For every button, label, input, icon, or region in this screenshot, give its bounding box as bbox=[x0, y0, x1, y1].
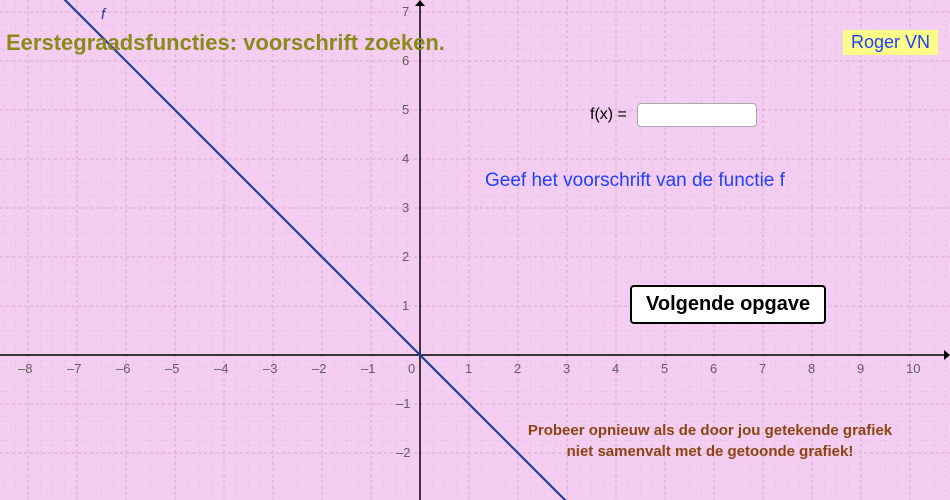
tick-x: 8 bbox=[808, 361, 815, 376]
tick-x: –6 bbox=[116, 361, 130, 376]
tick-x: –4 bbox=[214, 361, 228, 376]
tick-x-0: 0 bbox=[408, 361, 415, 376]
tick-x: –5 bbox=[165, 361, 179, 376]
tick-y: 5 bbox=[402, 102, 409, 117]
tick-x: 6 bbox=[710, 361, 717, 376]
tick-y: 4 bbox=[402, 151, 409, 166]
tick-y: 7 bbox=[402, 4, 409, 19]
tick-x: 5 bbox=[661, 361, 668, 376]
retry-message: Probeer opnieuw als de door jou getekend… bbox=[490, 420, 930, 462]
tick-x: –2 bbox=[312, 361, 326, 376]
tick-x: 3 bbox=[563, 361, 570, 376]
instruction-text: Geef het voorschrift van de functie f bbox=[485, 170, 785, 192]
tick-x: 7 bbox=[759, 361, 766, 376]
tick-y: 6 bbox=[402, 53, 409, 68]
tick-y: 1 bbox=[402, 298, 409, 313]
tick-x: 2 bbox=[514, 361, 521, 376]
tick-x: 4 bbox=[612, 361, 619, 376]
fx-input[interactable] bbox=[637, 103, 757, 127]
tick-x: –8 bbox=[18, 361, 32, 376]
tick-x: –7 bbox=[67, 361, 81, 376]
page-title: Eerstegraadsfuncties: voorschrift zoeken… bbox=[6, 30, 445, 56]
tick-y: 3 bbox=[402, 200, 409, 215]
author-badge: Roger VN bbox=[843, 30, 938, 55]
tick-y: –1 bbox=[396, 396, 410, 411]
tick-x: 1 bbox=[465, 361, 472, 376]
tick-y: –2 bbox=[396, 445, 410, 460]
tick-x: –3 bbox=[263, 361, 277, 376]
tick-y: 2 bbox=[402, 249, 409, 264]
tick-x: –1 bbox=[361, 361, 375, 376]
tick-x: 10 bbox=[906, 361, 920, 376]
tick-x: 9 bbox=[857, 361, 864, 376]
fx-input-row: f(x) = bbox=[590, 103, 757, 127]
retry-line-2: niet samenvalt met de getoonde grafiek! bbox=[567, 443, 854, 460]
function-line-label: f bbox=[101, 6, 105, 23]
fx-label: f(x) = bbox=[590, 106, 627, 124]
next-exercise-button[interactable]: Volgende opgave bbox=[630, 285, 826, 324]
retry-line-1: Probeer opnieuw als de door jou getekend… bbox=[528, 422, 892, 439]
